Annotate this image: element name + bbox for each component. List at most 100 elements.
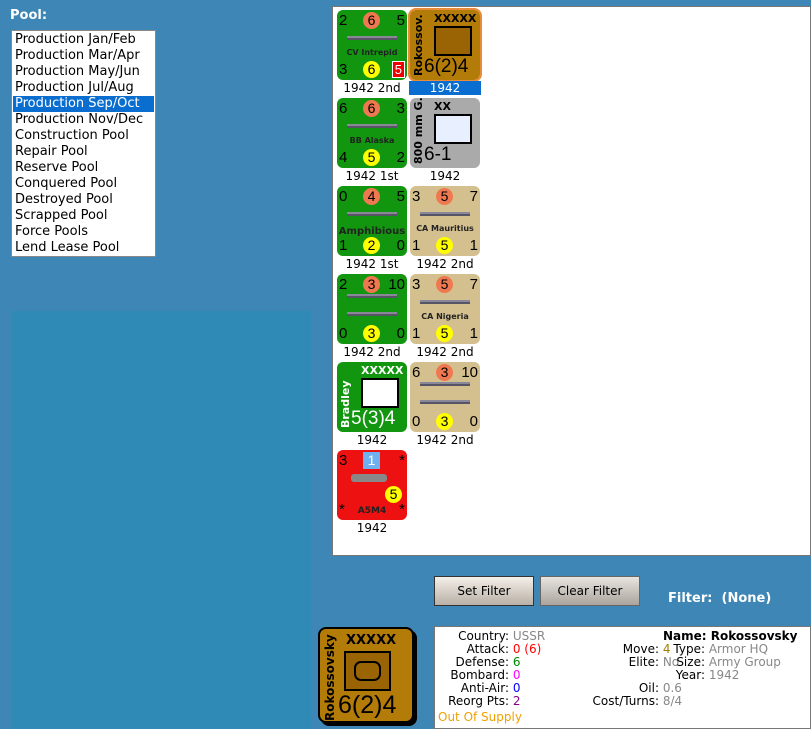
unit-counter: 2 6 5 3 6 5 CV Intrepid [337,10,407,80]
unit-counter: 0 4 5 1 2 0 Amphibious [337,186,407,256]
bottom-right-value: 0 [396,237,405,254]
pool-item[interactable]: Force Pools [15,224,88,239]
selected-unit-counter: XXXXX Rokossovsky 6(2)4 [318,627,414,723]
bottom-right-value: 5 [391,61,405,78]
filter-status: Filter: (None) [668,591,771,606]
top-left-value: 3 [412,276,421,293]
top-center-value: 6 [363,12,380,29]
pool-item[interactable]: Production Nov/Dec [15,112,144,127]
unit-counter: XXXXX Bradley 5(3)4 [337,362,407,432]
unit-item[interactable]: 6 6 3 4 5 2 BB Alaska 1942 1st [336,97,408,183]
unit-item[interactable]: 0 4 5 1 2 0 Amphibious 1942 1st [336,185,408,271]
pool-item[interactable]: Production Mar/Apr [15,48,140,63]
top-left-value: 6 [339,100,348,117]
unit-name: CA Mauritius [416,224,474,233]
unit-name: Rokossovsky [323,634,337,721]
unit-item[interactable]: XXXXX Rokossov. 6(2)4 1942 [408,8,482,95]
pool-item[interactable]: Production Sep/Oct [13,96,154,112]
pool-item[interactable]: Production May/Jun [15,64,140,79]
bottom-left-value: 3 [339,61,348,78]
unit-item[interactable]: XX 800 mm G. 6-1 1942 [409,97,481,183]
unit-counter: 6 6 3 4 5 2 BB Alaska [337,98,407,168]
pool-item[interactable]: Destroyed Pool [15,192,113,207]
antiair-value: 0 [512,681,521,695]
clear-filter-button[interactable]: Clear Filter [540,576,640,606]
unit-stats: 6-1 [424,144,452,165]
ship-icon [347,212,397,216]
bottom-center-value: 5 [363,149,380,166]
pool-item[interactable]: Conquered Pool [15,176,118,191]
unit-item[interactable]: 3 5 7 1 5 1 CA Nigeria 1942 2nd [409,273,481,359]
pool-item[interactable]: Construction Pool [15,128,129,143]
unit-size: XXXXX [434,12,477,25]
pool-item[interactable]: Lend Lease Pool [15,240,120,255]
pool-item[interactable]: Production Jan/Feb [15,32,136,47]
bottom-right-value: 1 [469,325,478,342]
top-left-value: 2 [339,12,348,29]
bombard-value: 0 [512,668,521,682]
top-right-value: 10 [461,364,478,381]
unit-stats: 6(2)4 [424,56,469,77]
bottom-center-value: 5 [436,237,453,254]
plane-icon [351,474,387,482]
unit-name: CV Intrepid [346,48,398,57]
ship-icon [420,300,470,304]
bottom-left-value: 1 [412,237,421,254]
unit-size: XXXXX [361,364,404,377]
top-left-value: 2 [339,276,348,293]
unit-counter: 2 3 10 0 3 0 [337,274,407,344]
unit-year-label: 1942 2nd [343,81,401,95]
pool-item[interactable]: Production Jul/Aug [15,80,134,95]
unit-item[interactable]: 3 5 7 1 5 1 CA Mauritius 1942 2nd [409,185,481,271]
unit-size: XX [434,100,451,113]
bottom-left-value: 0 [339,325,348,342]
ship-icon [420,400,470,404]
bottom-left-value: 0 [412,413,421,430]
unit-item[interactable]: 6 3 10 0 3 0 1942 2nd [409,361,481,447]
unit-year-label: 1942 2nd [416,433,474,447]
pool-item[interactable]: Scrapped Pool [15,208,108,223]
unit-list[interactable]: 2 6 5 3 6 5 CV Intrepid 1942 2nd XXXXX Rokossov. 6… [332,6,811,556]
bottom-left-value: * [339,501,345,518]
size-value: Army Group [708,655,781,669]
bottom-center-value: 3 [436,413,453,430]
unit-name: Amphibious [338,226,406,237]
bottom-left-value: 1 [339,237,348,254]
unit-year-label: 1942 [409,81,481,95]
top-center-value: 3 [436,364,453,381]
move-value: 4 [662,642,671,656]
unit-counter: 3 5 7 1 5 1 CA Nigeria [410,274,480,344]
unit-year-label: 1942 2nd [416,345,474,359]
country-value: USSR [512,629,546,643]
filter-label: Filter: [668,591,713,606]
unit-item[interactable]: 3 1 * * 5 * A5M4 1942 [336,449,408,535]
defense-value: 6 [512,655,521,669]
unit-name: BB Alaska [349,136,395,145]
pool-item[interactable]: Repair Pool [15,144,88,159]
top-right-value: * [399,452,405,469]
unit-item[interactable]: XXXXX Bradley 5(3)4 1942 [336,361,408,447]
unit-stats: 5(3)4 [351,408,396,429]
unit-size: XXXXX [346,633,397,648]
unit-name: A5M4 [357,506,387,516]
set-filter-button[interactable]: Set Filter [434,576,534,606]
bottom-right-value: 1 [469,237,478,254]
unit-stats: 6(2)4 [338,691,397,719]
unit-item[interactable]: 2 6 5 3 6 5 CV Intrepid 1942 2nd [336,9,408,95]
top-right-value: 7 [469,276,478,293]
bottom-right-value: * [399,501,405,518]
reorg-value: 2 [512,694,521,708]
top-right-value: 3 [396,100,405,117]
unit-item[interactable]: 2 3 10 0 3 0 1942 2nd [336,273,408,359]
pool-item[interactable]: Reserve Pool [15,160,99,175]
armor-symbol-icon [434,26,472,56]
name-value: Rokossovsky [710,629,798,643]
unit-year-label: 1942 [356,521,388,535]
top-center-value: 5 [436,276,453,293]
ship-icon [347,312,397,316]
bottom-center-value: 2 [363,237,380,254]
bottom-left-value: 1 [412,325,421,342]
pool-list[interactable]: Production Jan/Feb Production Mar/Apr Prod… [11,30,156,257]
top-center-value: 3 [363,276,380,293]
unit-name: CA Nigeria [421,312,469,321]
